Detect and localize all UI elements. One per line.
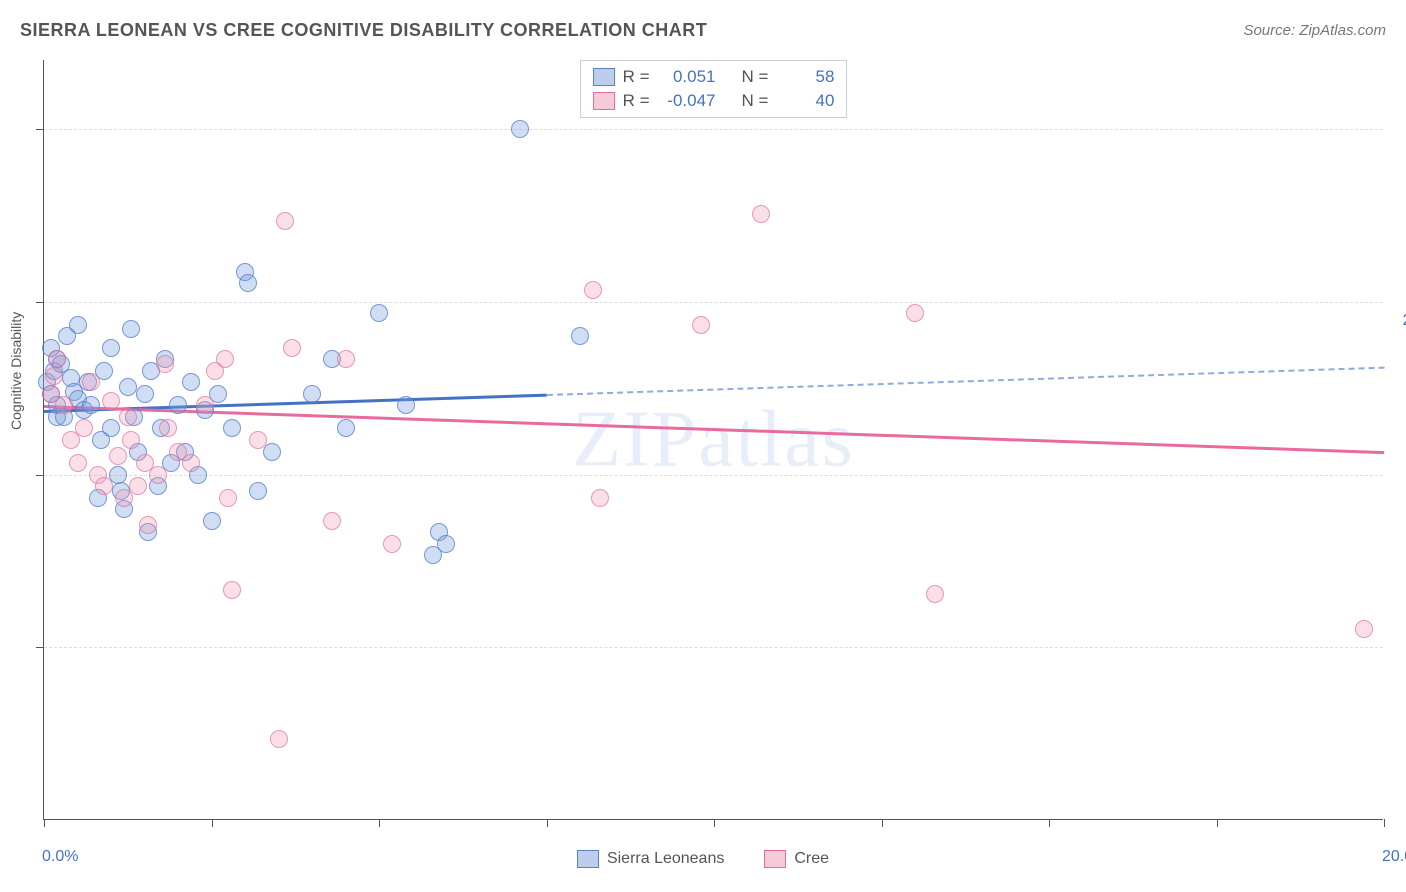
data-point	[55, 396, 73, 414]
data-point	[906, 304, 924, 322]
r-value: -0.047	[658, 91, 716, 111]
data-point	[95, 477, 113, 495]
data-point	[122, 320, 140, 338]
data-point	[223, 581, 241, 599]
data-point	[119, 408, 137, 426]
data-point	[752, 205, 770, 223]
grid-line	[44, 647, 1383, 648]
legend-stats-row-2: R = -0.047 N = 40	[593, 89, 835, 113]
x-tick	[1217, 819, 1218, 827]
r-label: R =	[623, 67, 650, 87]
data-point	[119, 378, 137, 396]
data-point	[203, 512, 221, 530]
grid-line	[44, 302, 1383, 303]
swatch-pink-icon	[593, 92, 615, 110]
x-tick	[44, 819, 45, 827]
data-point	[149, 466, 167, 484]
data-point	[45, 367, 63, 385]
data-point	[139, 516, 157, 534]
y-axis-label: Cognitive Disability	[8, 312, 24, 430]
n-value: 58	[776, 67, 834, 87]
watermark: ZIPatlas	[572, 394, 855, 485]
regression-line	[546, 366, 1384, 395]
x-tick	[379, 819, 380, 827]
data-point	[337, 350, 355, 368]
chart-title: SIERRA LEONEAN VS CREE COGNITIVE DISABIL…	[20, 20, 707, 41]
x-tick	[714, 819, 715, 827]
grid-line	[44, 475, 1383, 476]
legend-label: Cree	[794, 850, 829, 868]
swatch-blue-icon	[577, 850, 599, 868]
n-label: N =	[742, 91, 769, 111]
legend-stats-row-1: R = 0.051 N = 58	[593, 65, 835, 89]
y-tick-label: 22.5%	[1403, 312, 1406, 330]
data-point	[75, 419, 93, 437]
data-point	[239, 274, 257, 292]
data-point	[182, 454, 200, 472]
data-point	[283, 339, 301, 357]
data-point	[249, 431, 267, 449]
data-point	[370, 304, 388, 322]
data-point	[270, 730, 288, 748]
grid-line	[44, 129, 1383, 130]
data-point	[182, 373, 200, 391]
data-point	[136, 385, 154, 403]
n-label: N =	[742, 67, 769, 87]
data-point	[102, 419, 120, 437]
data-point	[102, 392, 120, 410]
regression-line	[44, 405, 1384, 454]
x-tick	[212, 819, 213, 827]
data-point	[69, 316, 87, 334]
data-point	[109, 447, 127, 465]
data-point	[584, 281, 602, 299]
data-point	[303, 385, 321, 403]
data-point	[276, 212, 294, 230]
data-point	[48, 350, 66, 368]
x-tick	[1049, 819, 1050, 827]
x-tick	[1384, 819, 1385, 827]
data-point	[926, 585, 944, 603]
data-point	[323, 512, 341, 530]
data-point	[129, 477, 147, 495]
legend-item-sierra-leoneans: Sierra Leoneans	[577, 850, 724, 868]
data-point	[437, 535, 455, 553]
data-point	[571, 327, 589, 345]
data-point	[337, 419, 355, 437]
swatch-blue-icon	[593, 68, 615, 86]
data-point	[156, 355, 174, 373]
data-point	[511, 120, 529, 138]
data-point	[69, 454, 87, 472]
data-point	[169, 396, 187, 414]
data-point	[591, 489, 609, 507]
data-point	[102, 339, 120, 357]
x-tick	[547, 819, 548, 827]
data-point	[223, 419, 241, 437]
data-point	[397, 396, 415, 414]
legend-series: Sierra Leoneans Cree	[0, 850, 1406, 868]
n-value: 40	[776, 91, 834, 111]
legend-item-cree: Cree	[764, 850, 829, 868]
legend-label: Sierra Leoneans	[607, 850, 724, 868]
data-point	[82, 396, 100, 414]
swatch-pink-icon	[764, 850, 786, 868]
source-attribution: Source: ZipAtlas.com	[1243, 22, 1386, 39]
data-point	[219, 489, 237, 507]
data-point	[216, 350, 234, 368]
data-point	[159, 419, 177, 437]
x-tick	[882, 819, 883, 827]
r-label: R =	[623, 91, 650, 111]
data-point	[383, 535, 401, 553]
data-point	[1355, 620, 1373, 638]
data-point	[196, 396, 214, 414]
data-point	[692, 316, 710, 334]
legend-stats-box: R = 0.051 N = 58 R = -0.047 N = 40	[580, 60, 848, 118]
data-point	[122, 431, 140, 449]
chart-plot-area: ZIPatlas R = 0.051 N = 58 R = -0.047 N =…	[43, 60, 1383, 820]
data-point	[82, 373, 100, 391]
r-value: 0.051	[658, 67, 716, 87]
data-point	[249, 482, 267, 500]
